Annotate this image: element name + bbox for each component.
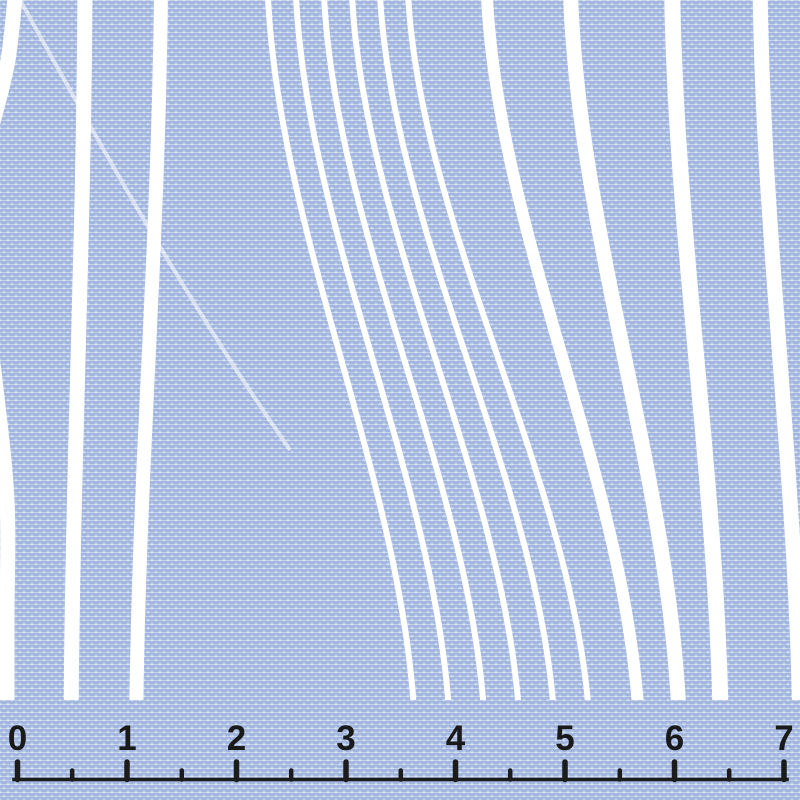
svg-text:6: 6 [665, 719, 684, 758]
svg-text:5: 5 [555, 719, 574, 758]
svg-text:1: 1 [117, 719, 136, 758]
svg-text:3: 3 [336, 719, 355, 758]
svg-text:7: 7 [774, 719, 793, 758]
svg-text:4: 4 [446, 719, 466, 758]
svg-text:0: 0 [8, 719, 27, 758]
svg-text:2: 2 [227, 719, 246, 758]
